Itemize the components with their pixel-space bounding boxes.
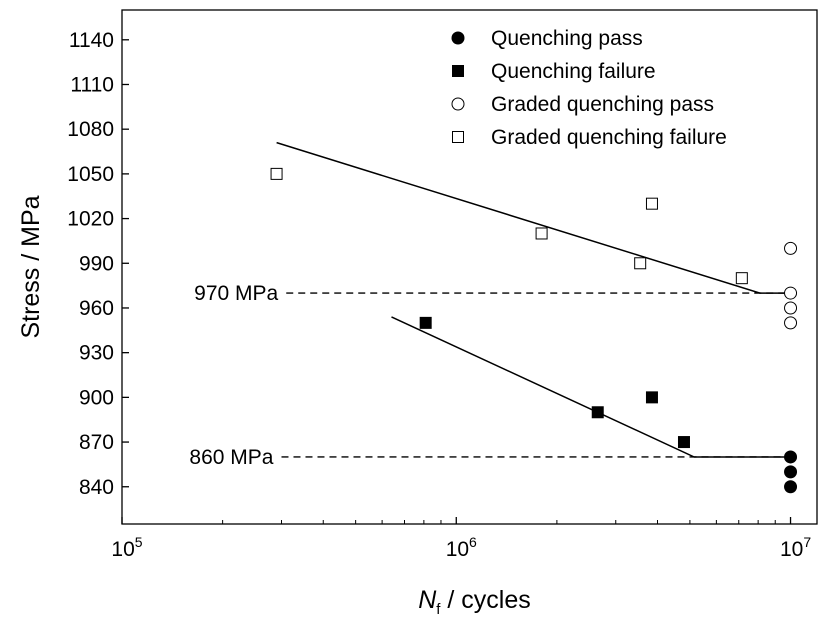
data-point [784, 301, 798, 315]
data-point [784, 480, 798, 494]
legend-label: Quenching pass [491, 27, 643, 50]
data-point [784, 316, 798, 330]
legend-marker [451, 97, 465, 111]
fit-line [391, 316, 791, 458]
data-point [419, 316, 432, 329]
data-point [784, 286, 798, 300]
y-tick-label: 1050 [67, 163, 114, 186]
data-point [645, 391, 658, 404]
y-tick-label: 900 [79, 386, 114, 409]
data-point [634, 257, 647, 270]
x-tick-label: 105 [111, 534, 142, 561]
legend: Quenching pass Quenching failure Graded qu… [451, 27, 727, 149]
y-tick-label: 1080 [67, 118, 114, 141]
plot-frame [121, 9, 818, 525]
legend-label: Graded quenching pass [491, 93, 714, 116]
legend-label: Graded quenching failure [491, 126, 727, 149]
y-tick-label: 1140 [69, 29, 114, 52]
x-axis-title: Nf / cycles [418, 586, 531, 618]
reference-line-label: 860 MPa [189, 446, 273, 469]
data-point [784, 241, 798, 255]
data-points [270, 167, 798, 494]
data-point [535, 227, 548, 240]
data-point [270, 167, 283, 180]
data-point [784, 450, 798, 464]
x-tick-label: 106 [446, 534, 477, 561]
data-point [645, 197, 658, 210]
y-tick-label: 960 [79, 297, 114, 320]
fit-line [276, 141, 791, 294]
legend-marker [452, 65, 464, 77]
y-tick-label: 1020 [67, 208, 114, 231]
legend-label: Quenching failure [491, 60, 656, 83]
data-point [591, 406, 604, 419]
data-point [735, 272, 748, 285]
x-tick-label: 107 [780, 534, 811, 561]
y-tick-label: 990 [79, 252, 114, 275]
y-tick-label: 930 [79, 342, 114, 365]
y-tick-label: 840 [79, 476, 114, 499]
fit-lines: 970 MPa 860 MPa [189, 141, 791, 469]
y-axis-title: Stress / MPa [17, 195, 45, 338]
data-point [784, 465, 798, 479]
legend-marker [452, 131, 464, 143]
y-tick-label: 1110 [70, 73, 114, 96]
legend-marker [451, 31, 465, 45]
reference-line-label: 970 MPa [194, 282, 278, 305]
y-tick-label: 870 [79, 431, 114, 454]
data-point [677, 436, 690, 449]
